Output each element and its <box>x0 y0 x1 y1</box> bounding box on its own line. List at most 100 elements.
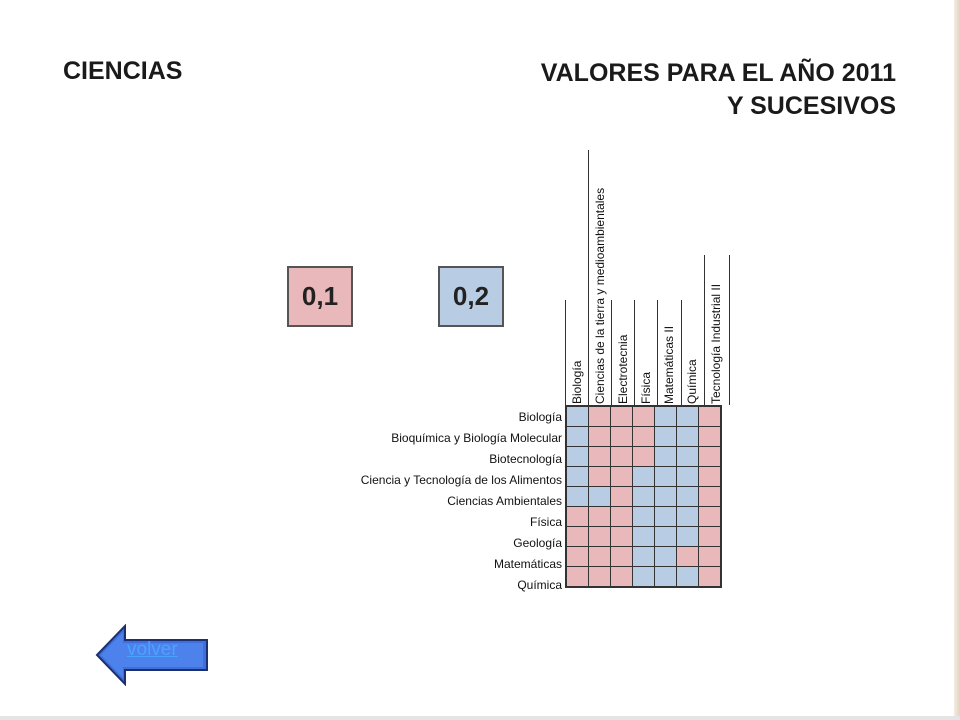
matrix-cell <box>632 566 655 588</box>
matrix-cell <box>632 546 655 567</box>
matrix-cell <box>654 426 677 447</box>
column-divider <box>588 150 589 405</box>
matrix-cell <box>698 426 722 447</box>
matrix-cell <box>698 405 722 427</box>
row-header: Biología <box>518 410 562 424</box>
row-header: Biotecnología <box>489 452 562 466</box>
matrix-cell <box>610 486 633 507</box>
row-header: Bioquímica y Biología Molecular <box>391 431 562 445</box>
matrix-cell <box>610 405 633 427</box>
row-header: Geología <box>513 536 562 550</box>
matrix-cell <box>565 446 589 467</box>
matrix-row <box>565 405 722 427</box>
matrix-cell <box>610 446 633 467</box>
matrix-cell <box>676 486 699 507</box>
matrix-cell <box>610 506 633 527</box>
matrix-cell <box>588 405 611 427</box>
matrix-cell <box>676 506 699 527</box>
matrix-cell <box>588 466 611 487</box>
matrix-cell <box>632 506 655 527</box>
matrix-cell <box>588 446 611 467</box>
legend-box-low: 0,1 <box>287 266 353 327</box>
back-button[interactable]: volver <box>95 624 209 686</box>
matrix-cell <box>676 466 699 487</box>
matrix-cell <box>565 405 589 427</box>
back-link-label[interactable]: volver <box>127 639 178 660</box>
matrix-cell <box>698 566 722 588</box>
matrix-cell <box>588 526 611 547</box>
slide-edge-decoration <box>954 0 960 720</box>
matrix-cell <box>588 566 611 588</box>
matrix-cell <box>654 446 677 467</box>
matrix-cell <box>610 426 633 447</box>
column-divider <box>704 255 705 405</box>
matrix-cell <box>610 566 633 588</box>
column-divider <box>681 300 682 405</box>
column-header: Física <box>639 371 653 404</box>
column-divider <box>634 300 635 405</box>
matrix-cell <box>698 486 722 507</box>
matrix-cell <box>698 546 722 567</box>
matrix-row <box>565 426 722 447</box>
row-header: Ciencia y Tecnología de los Alimentos <box>360 473 562 487</box>
values-heading: VALORES PARA EL AÑO 2011 Y SUCESIVOS <box>541 57 896 123</box>
matrix-row <box>565 466 722 487</box>
matrix-cell <box>676 526 699 547</box>
column-divider <box>565 300 566 405</box>
column-header: Tecnología Industrial II <box>709 283 723 404</box>
matrix-cell <box>654 566 677 588</box>
matrix-cell <box>698 446 722 467</box>
matrix-cell <box>654 546 677 567</box>
matrix-cell <box>676 405 699 427</box>
page-title: CIENCIAS <box>63 57 183 85</box>
matrix-cell <box>565 486 589 507</box>
matrix-cell <box>632 446 655 467</box>
matrix-cell <box>698 526 722 547</box>
matrix-cell <box>654 526 677 547</box>
matrix-cell <box>565 426 589 447</box>
matrix-cell <box>588 506 611 527</box>
matrix-row <box>565 526 722 547</box>
matrix-cell <box>588 426 611 447</box>
matrix-cell <box>676 566 699 588</box>
matrix-row <box>565 486 722 507</box>
matrix-cell <box>632 405 655 427</box>
matrix-cell <box>565 566 589 588</box>
values-heading-line1: VALORES PARA EL AÑO 2011 <box>540 59 896 87</box>
matrix-row <box>565 566 722 588</box>
bottom-band <box>0 716 960 720</box>
column-header: Química <box>685 359 699 404</box>
matrix-cell <box>698 466 722 487</box>
matrix-cell <box>632 526 655 547</box>
column-divider <box>611 300 612 405</box>
matrix-row <box>565 446 722 467</box>
matrix-cell <box>654 506 677 527</box>
weighting-matrix <box>565 405 722 588</box>
matrix-row <box>565 506 722 527</box>
column-header: Ciencias de la tierra y medioambientales <box>593 187 607 404</box>
matrix-cell <box>565 506 589 527</box>
matrix-cell <box>610 546 633 567</box>
matrix-cell <box>654 466 677 487</box>
row-header: Química <box>517 578 562 592</box>
matrix-cell <box>632 426 655 447</box>
matrix-cell <box>565 526 589 547</box>
matrix-cell <box>610 466 633 487</box>
column-header: Electrotecnia <box>616 334 630 404</box>
matrix-cell <box>676 446 699 467</box>
matrix-cell <box>565 466 589 487</box>
left-arrow-icon <box>95 624 208 686</box>
matrix-cell <box>698 506 722 527</box>
matrix-cell <box>565 546 589 567</box>
row-header: Matemáticas <box>493 557 562 571</box>
legend-box-high: 0,2 <box>438 266 504 327</box>
matrix-cell <box>588 546 611 567</box>
matrix-cell <box>632 486 655 507</box>
matrix-cell <box>654 486 677 507</box>
column-header: Biología <box>570 360 584 404</box>
matrix-cell <box>632 466 655 487</box>
matrix-cell <box>610 526 633 547</box>
matrix-cell <box>588 486 611 507</box>
matrix-row <box>565 546 722 567</box>
values-heading-line2: Y SUCESIVOS <box>726 92 896 120</box>
